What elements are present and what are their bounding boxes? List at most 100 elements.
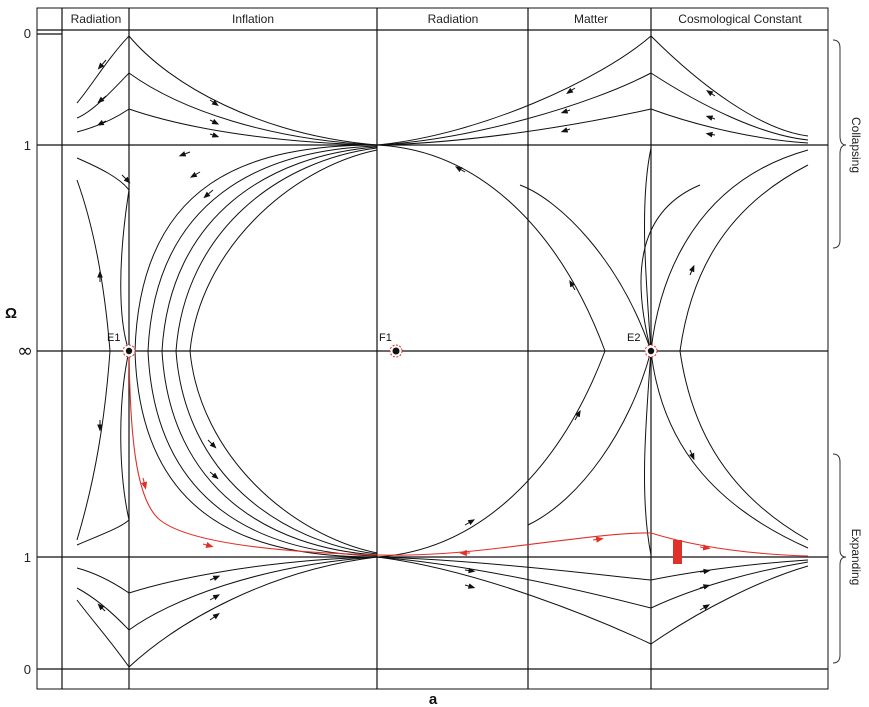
red-flow-arrow bbox=[141, 477, 148, 490]
flow-line bbox=[161, 350, 378, 556]
flow-line bbox=[147, 350, 378, 557]
flow-line bbox=[120, 350, 130, 521]
red-flow-arrow bbox=[202, 541, 214, 548]
flow-arrow bbox=[464, 567, 476, 574]
flow-line bbox=[134, 350, 378, 558]
flow-arrow bbox=[464, 519, 476, 526]
flow-line bbox=[679, 164, 809, 352]
flow-arrow bbox=[454, 166, 466, 173]
point-label-e2: E2 bbox=[627, 332, 640, 344]
column-header-radiation-1: Radiation bbox=[71, 12, 122, 26]
red-flow-arrow bbox=[592, 536, 604, 543]
flow-line bbox=[128, 556, 378, 668]
flow-line bbox=[175, 147, 378, 352]
flow-arrow bbox=[209, 575, 221, 581]
fixed-point-f1: F1 bbox=[379, 332, 403, 358]
flow-arrow bbox=[699, 584, 711, 590]
flow-line bbox=[519, 184, 652, 352]
flow-arrow bbox=[97, 603, 106, 612]
flow-arrow bbox=[97, 59, 107, 70]
fixed-point-e1: E1 bbox=[107, 332, 136, 358]
column-header-radiation-2: Radiation bbox=[428, 12, 479, 26]
flow-lines bbox=[76, 35, 809, 668]
flow-arrow bbox=[560, 127, 571, 133]
flow-line bbox=[650, 561, 809, 609]
flow-line bbox=[650, 108, 809, 144]
flow-arrow bbox=[209, 471, 219, 480]
flow-arrow bbox=[705, 115, 716, 121]
flow-line bbox=[76, 72, 130, 119]
flow-arrow bbox=[699, 604, 711, 611]
flow-arrow bbox=[464, 583, 476, 589]
point-label-f1: F1 bbox=[379, 332, 392, 344]
flow-arrow bbox=[689, 449, 695, 461]
flow-line bbox=[650, 149, 809, 352]
flow-arrow bbox=[121, 174, 131, 184]
column-header-inflation: Inflation bbox=[232, 12, 274, 26]
grid bbox=[37, 8, 828, 689]
flow-line bbox=[644, 147, 652, 352]
flow-line bbox=[76, 350, 111, 541]
flow-arrow bbox=[574, 409, 581, 421]
flow-arrow bbox=[96, 119, 107, 126]
red-flow-line bbox=[128, 350, 809, 557]
flow-line bbox=[134, 144, 378, 352]
y-tick-label: 1 bbox=[24, 550, 31, 565]
y-tick-label: 0 bbox=[24, 26, 31, 41]
present-epoch-marker bbox=[673, 540, 682, 564]
flow-line bbox=[650, 350, 809, 549]
diagram-frame bbox=[36, 7, 829, 690]
flow-line bbox=[175, 350, 378, 555]
flow-arrow bbox=[209, 612, 220, 621]
flow-line bbox=[147, 145, 378, 352]
flow-arrow bbox=[560, 108, 571, 114]
flow-line bbox=[76, 157, 130, 191]
collapsing-label: Collapsing bbox=[849, 117, 863, 173]
flow-arrow bbox=[705, 131, 716, 138]
flow-arrow bbox=[209, 132, 220, 138]
x-axis-title: a bbox=[429, 691, 438, 707]
flow-arrow bbox=[569, 279, 576, 291]
flow-line bbox=[650, 35, 809, 137]
flow-arrow bbox=[189, 171, 201, 178]
column-header-cosmological-constant: Cosmological Constant bbox=[678, 12, 802, 26]
flow-arrow bbox=[207, 439, 217, 449]
y-tick-label: 1 bbox=[24, 138, 31, 153]
y-axis-title: Ω bbox=[5, 305, 17, 322]
collapsing-brace bbox=[832, 39, 847, 249]
flow-line bbox=[376, 144, 606, 352]
flow-line bbox=[120, 189, 130, 352]
flow-line bbox=[128, 108, 378, 146]
flow-line bbox=[128, 35, 378, 146]
flow-arrow bbox=[566, 87, 576, 94]
expanding-brace bbox=[832, 453, 847, 664]
flow-arrow bbox=[209, 118, 220, 125]
flow-line bbox=[128, 556, 378, 631]
flow-line bbox=[376, 556, 652, 581]
flow-line bbox=[679, 350, 809, 541]
flow-line bbox=[376, 556, 652, 645]
flow-arrow bbox=[689, 264, 695, 276]
flow-line bbox=[161, 146, 378, 352]
flow-arrow bbox=[178, 151, 191, 157]
fixed-point-e2: E2 bbox=[627, 332, 658, 358]
flow-line bbox=[650, 72, 809, 141]
flow-arrow bbox=[706, 90, 716, 97]
y-tick-label: 0 bbox=[24, 662, 31, 677]
flow-line bbox=[376, 35, 652, 146]
flow-line bbox=[76, 179, 111, 352]
y-tick-label: ∞ bbox=[17, 340, 33, 362]
flow-line bbox=[376, 556, 652, 609]
flow-line bbox=[640, 184, 701, 352]
red-flow-arrow bbox=[699, 544, 711, 551]
flow-line bbox=[76, 519, 130, 546]
flow-line bbox=[128, 72, 378, 146]
flow-line bbox=[376, 350, 606, 558]
flow-line bbox=[650, 565, 809, 645]
flow-line bbox=[128, 556, 378, 594]
flow-line bbox=[76, 599, 130, 668]
flow-arrow bbox=[97, 95, 107, 104]
flow-line bbox=[376, 72, 652, 146]
flow-line bbox=[527, 350, 652, 526]
